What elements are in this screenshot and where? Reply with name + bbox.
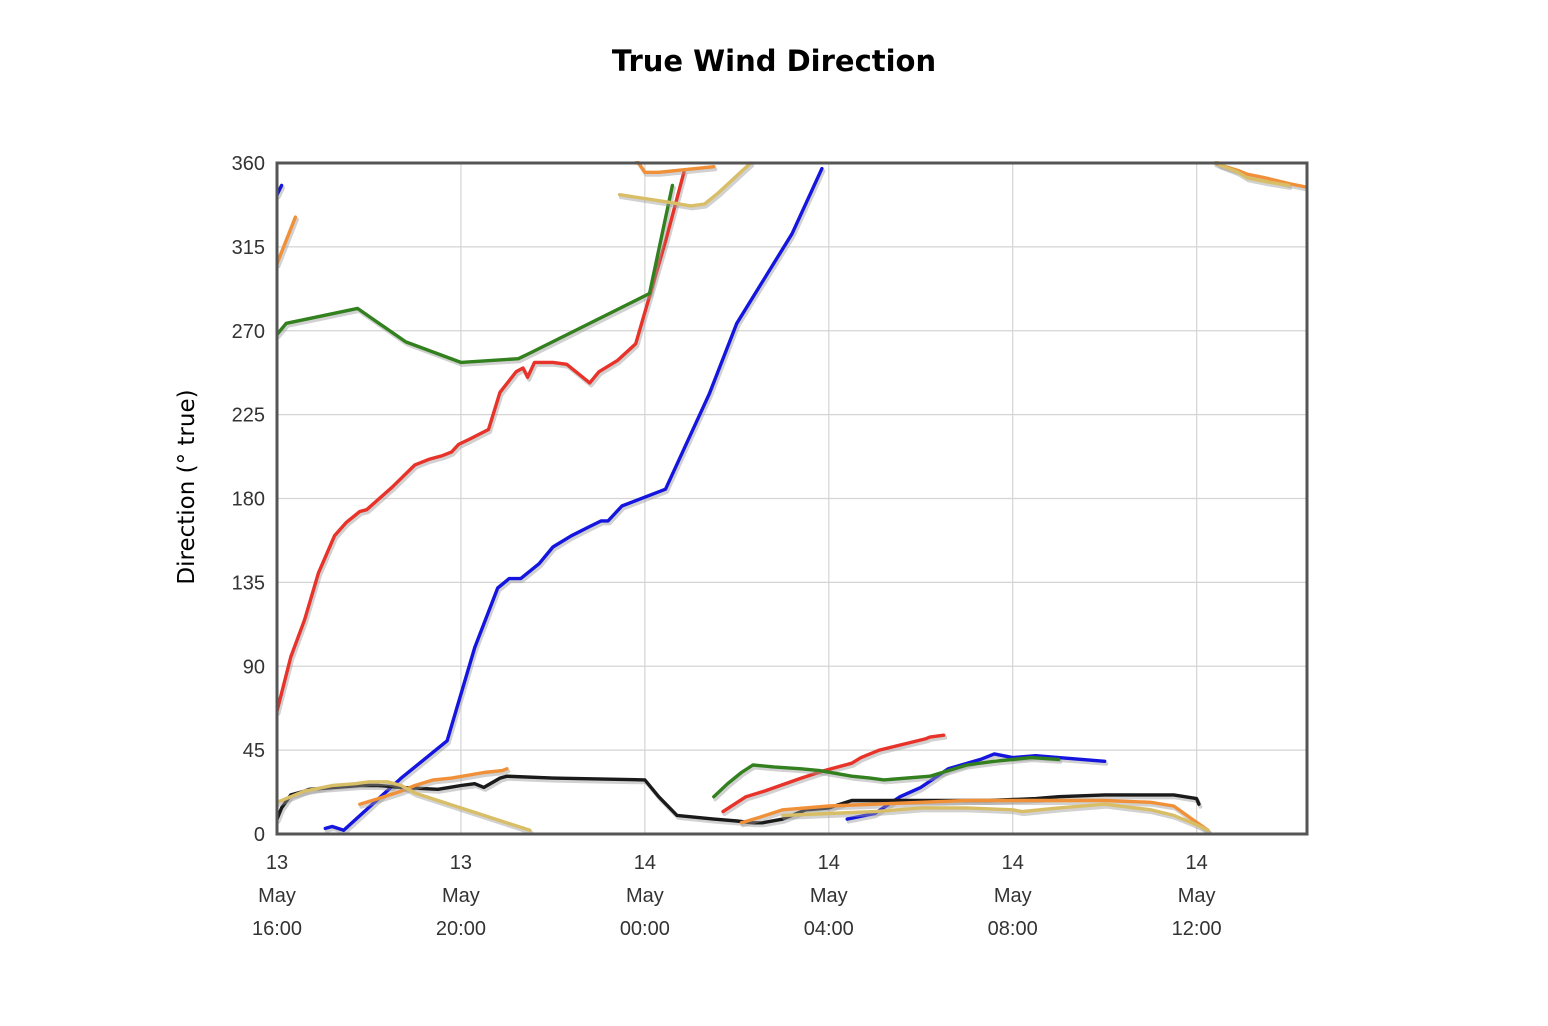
y-tick-label: 225 <box>232 405 265 427</box>
x-tick-label: 14 <box>634 852 656 874</box>
series-line-4-segment-1 <box>358 767 509 806</box>
y-tick-label: 90 <box>243 656 265 678</box>
series-shadow <box>277 217 299 269</box>
series-shadow <box>619 163 755 211</box>
x-tick-label: May <box>1178 885 1216 907</box>
series-group <box>277 161 1307 834</box>
x-tick-label: 00:00 <box>620 918 670 940</box>
series-line-2-segment-0 <box>277 183 675 365</box>
series-shadow <box>277 172 688 716</box>
series-line-5-segment-2 <box>781 802 1210 832</box>
y-tick-label: 0 <box>254 824 265 846</box>
series-shadow <box>324 169 826 834</box>
x-tick-label: 14 <box>818 852 840 874</box>
series-shadow <box>782 804 1212 834</box>
series-line-4-segment-0 <box>277 215 298 266</box>
y-axis-label: Direction (° true) <box>174 389 200 584</box>
x-tick-label: May <box>626 885 664 907</box>
y-tick-label: 315 <box>232 237 265 259</box>
series-shadow <box>722 735 948 817</box>
x-tick-label: May <box>810 885 848 907</box>
x-tick-label: May <box>994 885 1032 907</box>
x-tick-label: May <box>258 885 296 907</box>
series-line-1-segment-0 <box>277 170 686 713</box>
plot-frame <box>275 161 1309 836</box>
series-shadow <box>740 801 1212 834</box>
x-tick-label: 08:00 <box>988 918 1038 940</box>
series-shadow <box>713 758 1063 802</box>
series-line-1-segment-1 <box>721 733 946 814</box>
x-tick-label: 16:00 <box>252 918 302 940</box>
x-tick-label: 12:00 <box>1172 918 1222 940</box>
series-line-3-segment-0 <box>277 774 1201 825</box>
series-shadow <box>277 185 676 367</box>
y-tick-label: 180 <box>232 489 265 511</box>
series-line-0-segment-1 <box>323 166 824 832</box>
y-tick-label: 45 <box>243 740 265 762</box>
y-tick-label: 360 <box>232 153 265 175</box>
x-tick-label: 04:00 <box>804 918 854 940</box>
y-tick-label: 135 <box>232 572 265 594</box>
series-line-2-segment-1 <box>712 755 1061 799</box>
y-tick-label: 270 <box>232 321 265 343</box>
x-tick-label: 13 <box>450 852 472 874</box>
series-shadow <box>359 769 511 809</box>
x-tick-label: 13 <box>266 852 288 874</box>
series-shadow <box>277 185 286 200</box>
series-line-5-segment-1 <box>617 161 753 208</box>
x-tick-label: May <box>442 885 480 907</box>
x-tick-label: 14 <box>1002 852 1024 874</box>
chart-title: True Wind Direction <box>611 44 937 78</box>
grid <box>276 162 1307 835</box>
x-tick-label: 14 <box>1186 852 1208 874</box>
x-tick-label: 20:00 <box>436 918 486 940</box>
series-line-4-segment-3 <box>739 798 1210 832</box>
series-line-5-segment-0 <box>277 780 532 832</box>
series-shadow <box>277 782 534 834</box>
